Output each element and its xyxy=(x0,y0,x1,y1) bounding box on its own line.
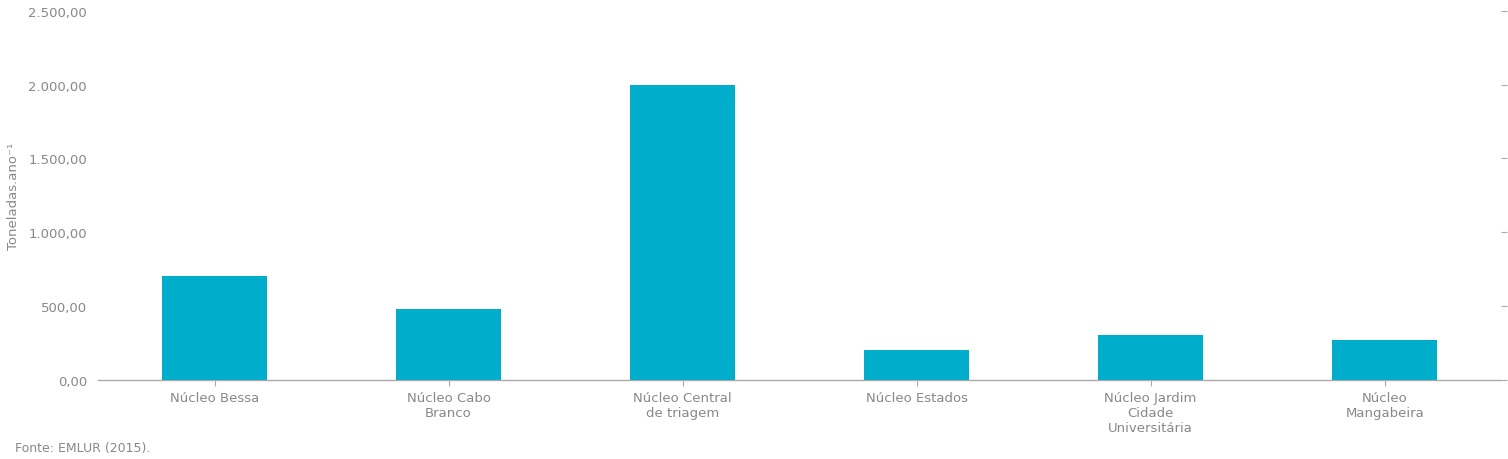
Bar xyxy=(864,350,970,380)
Text: Fonte: EMLUR (2015).: Fonte: EMLUR (2015). xyxy=(15,442,151,454)
Bar xyxy=(1332,341,1437,380)
Bar xyxy=(397,309,501,380)
Bar xyxy=(1098,335,1203,380)
Bar xyxy=(161,277,267,380)
Bar xyxy=(630,85,736,380)
Y-axis label: Toneladas.ano⁻¹: Toneladas.ano⁻¹ xyxy=(8,142,20,249)
